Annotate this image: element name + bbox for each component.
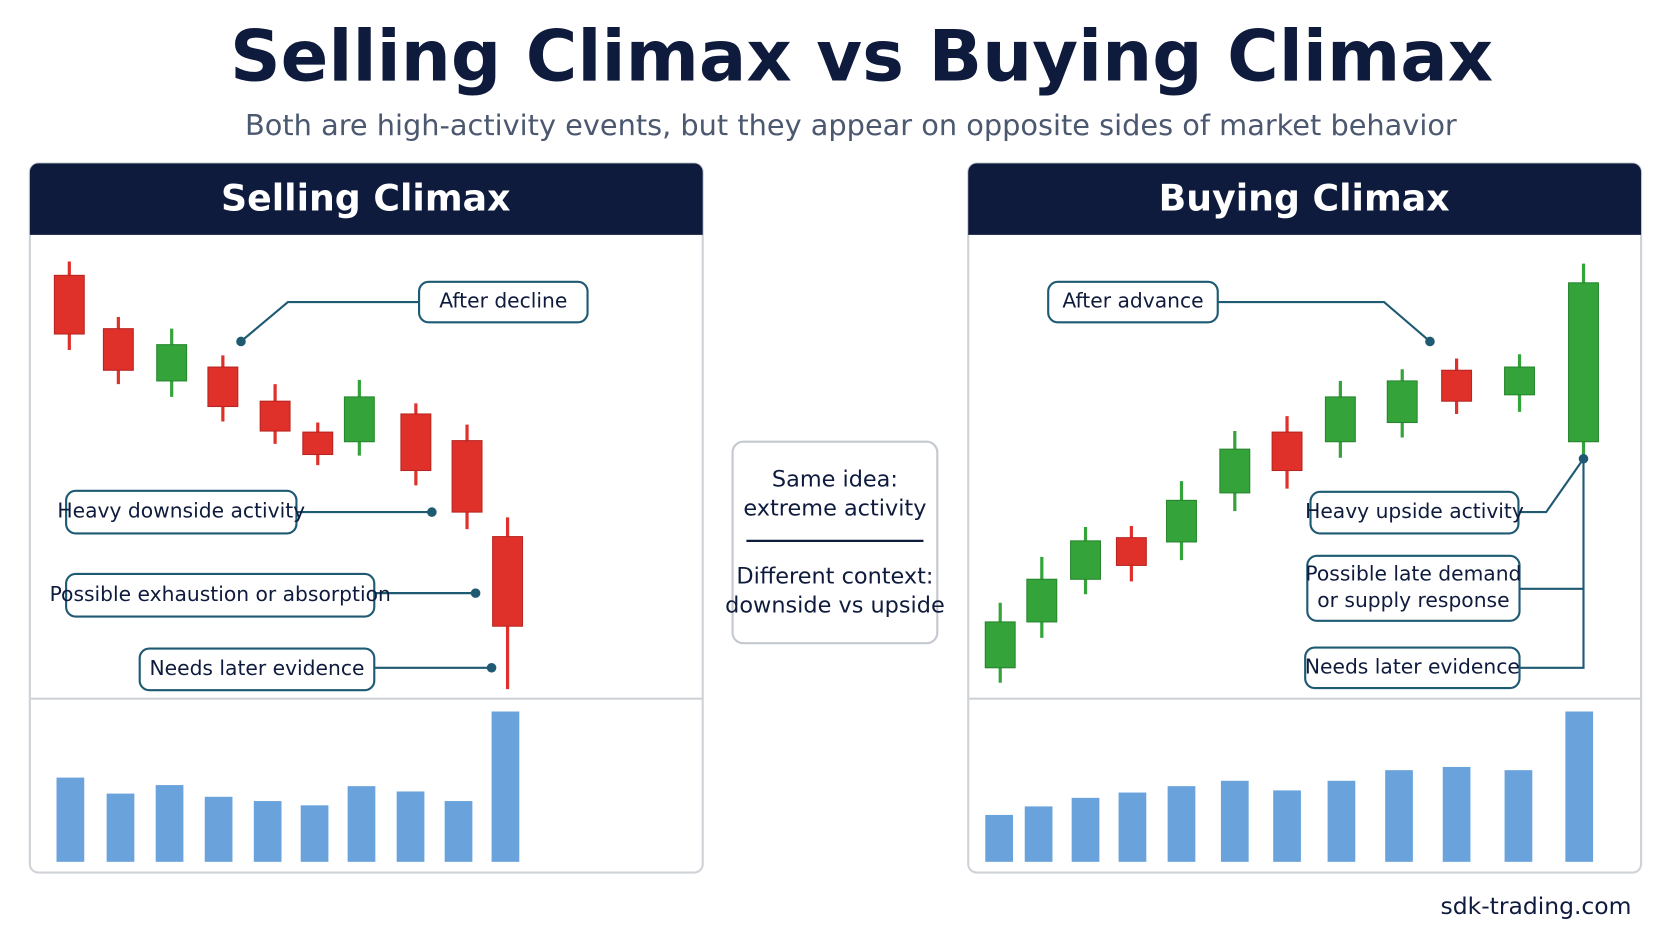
volume-bar [1565, 711, 1594, 862]
leader-dot [470, 588, 481, 598]
volume-bar [1024, 806, 1053, 862]
candle [1115, 537, 1147, 566]
volume-bar [1167, 786, 1196, 862]
volume-bar [444, 801, 473, 862]
center-text: downside vs upside [725, 592, 945, 618]
candle [302, 431, 334, 456]
candle [156, 344, 188, 382]
center-box [731, 440, 939, 645]
candle [259, 400, 291, 432]
callout-box [65, 489, 298, 535]
candle [984, 621, 1016, 669]
volume-bar [106, 793, 135, 862]
candle [1504, 366, 1535, 396]
candle [1568, 282, 1599, 443]
candle [102, 328, 134, 371]
leader-dot [236, 336, 246, 347]
volume-bar [204, 796, 233, 862]
candle [1219, 448, 1251, 494]
center-text: Different context: [736, 564, 933, 590]
panel-title: Selling Climax [221, 177, 510, 220]
volume-bar [491, 711, 520, 862]
candle [343, 396, 375, 443]
subtitle: Both are high-activity events, but they … [245, 108, 1457, 142]
volume-bar [1273, 790, 1301, 862]
center-text: Same idea: [772, 467, 898, 493]
candle [1324, 396, 1356, 443]
candle [1441, 369, 1473, 402]
candle [53, 274, 85, 335]
volume-bar [56, 777, 85, 862]
volume-bar [1504, 770, 1533, 862]
volume-bar [1220, 780, 1249, 862]
leader-dot [427, 507, 437, 517]
volume-bar [1385, 770, 1413, 862]
volume-bar [253, 801, 282, 862]
callout-box [1047, 280, 1219, 324]
panel-header [29, 163, 703, 235]
leader-dot [486, 662, 497, 673]
callout-text: Needs later evidence [1305, 654, 1520, 678]
candle [1070, 540, 1101, 580]
candle [1026, 578, 1058, 623]
leader [1518, 458, 1585, 514]
volume-bar [396, 791, 425, 862]
callout-text: Possible exhaustion or absorption [50, 582, 391, 606]
callout-text: After advance [1062, 289, 1203, 313]
candle [400, 413, 432, 472]
footer: sdk-trading.com [1441, 892, 1632, 920]
callout-box [65, 572, 376, 618]
candle [207, 366, 239, 408]
leader-dot [1425, 336, 1435, 347]
volume-bar [1118, 792, 1147, 862]
volume-bar [300, 805, 329, 862]
panel-title: Buying Climax [1159, 177, 1450, 220]
candle [1386, 380, 1418, 424]
callout-text: Heavy downside activity [57, 499, 305, 523]
volume-bar [155, 785, 184, 862]
volume-bar [1071, 797, 1100, 862]
leader [240, 300, 420, 343]
callout-box [1309, 490, 1520, 535]
volume-bar [1442, 766, 1471, 862]
leader [1519, 458, 1585, 669]
volume-bar [985, 814, 1014, 862]
volume-bar [347, 786, 376, 862]
panel-header [968, 163, 1642, 235]
volume-bar [1327, 780, 1356, 862]
callout-box [418, 280, 589, 324]
callout-text: or supply response [1317, 588, 1509, 612]
candle [492, 536, 524, 627]
callout-box [1304, 646, 1521, 690]
callout-text: Possible late demand [1305, 562, 1521, 586]
callout-box [138, 647, 376, 692]
candle [451, 440, 483, 513]
leader-dot [1578, 453, 1589, 464]
callout-text: Needs later evidence [150, 656, 365, 680]
callout-text: Heavy upside activity [1305, 499, 1524, 523]
callout-text: After decline [439, 289, 567, 313]
title: Selling Climax vs Buying Climax [230, 16, 1493, 98]
leader [1217, 300, 1431, 343]
center-text: extreme activity [743, 495, 926, 521]
callout-box [1306, 554, 1521, 622]
candle [1166, 499, 1197, 543]
candle [1271, 431, 1303, 472]
